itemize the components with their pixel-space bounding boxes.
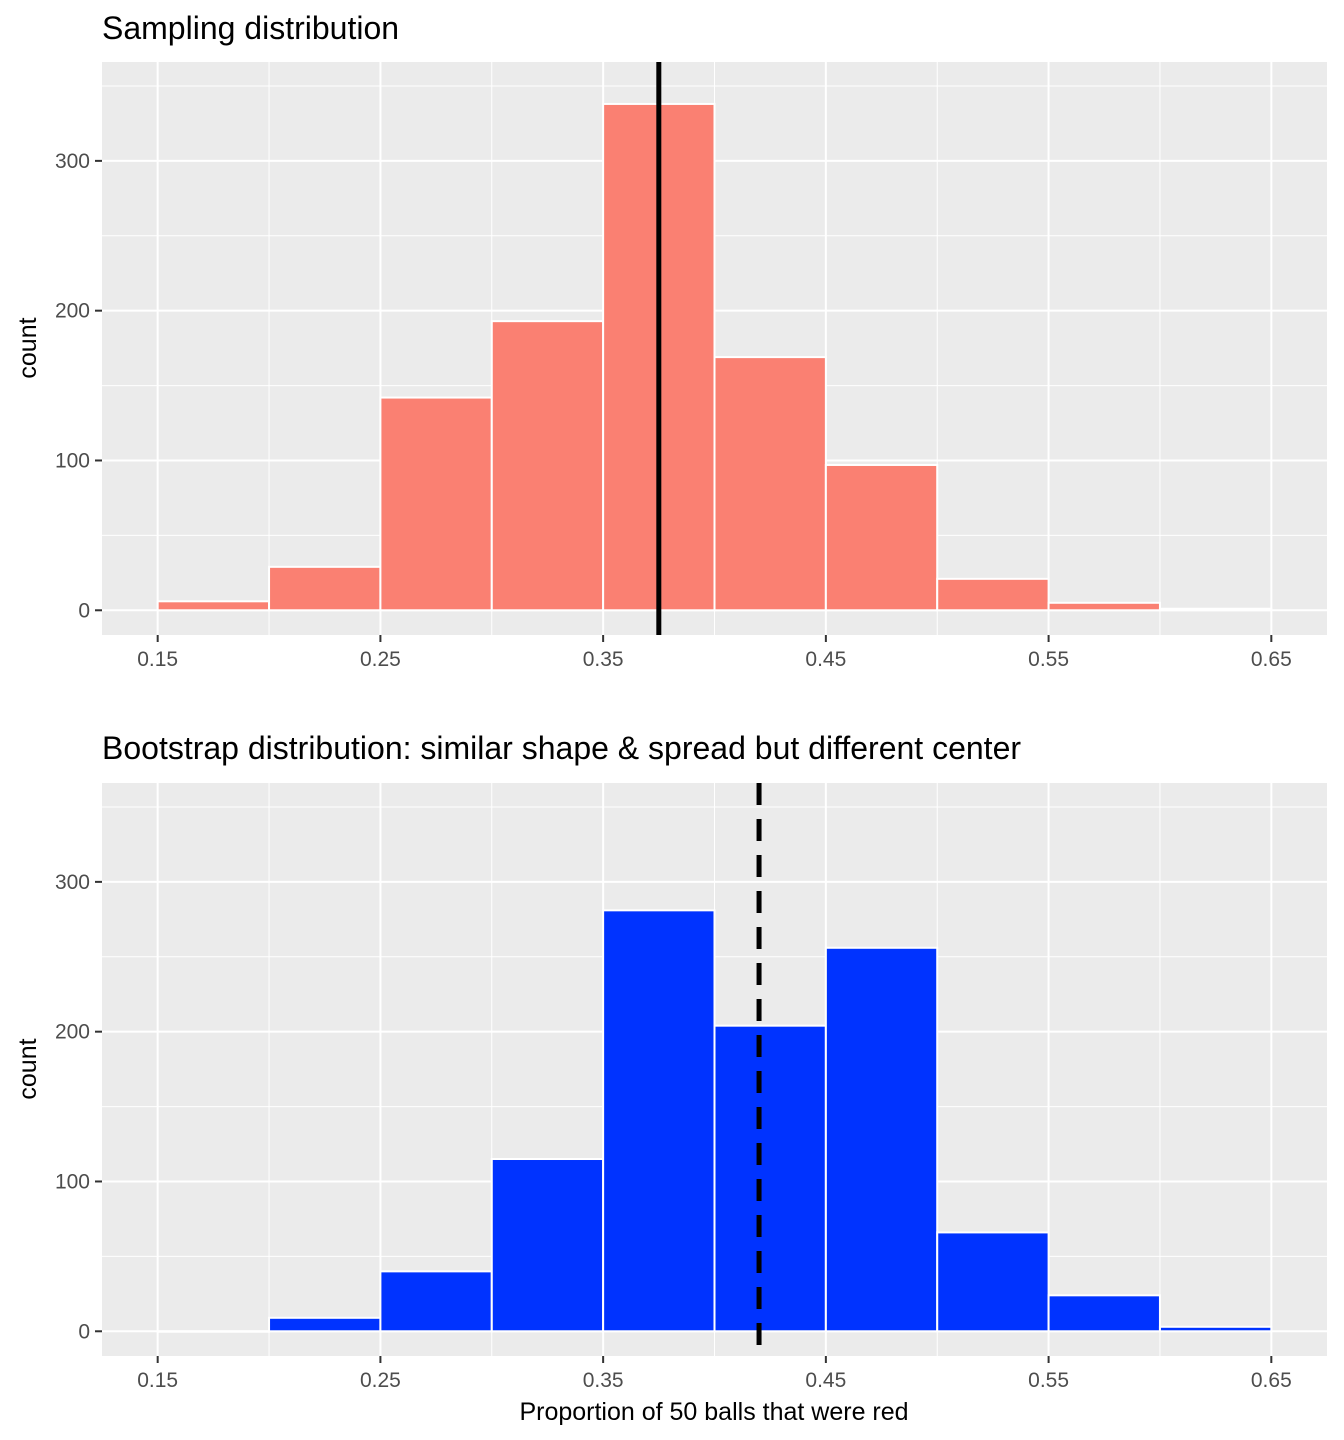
x-tick-label: 0.25 [360,648,401,671]
histogram-bar [156,600,271,612]
histogram-bar [1158,1325,1273,1333]
x-axis-ticks: 0.15 0.25 0.35 0.45 0.55 0.65 [137,1356,1292,1392]
x-tick-label: 0.35 [583,1369,624,1392]
y-tick-label: 200 [55,300,90,323]
sampling-distribution-panel: Sampling distribution 0.15 0.25 0.35 0.45 0.… [14,10,1327,671]
histogram-bar [490,320,605,612]
histogram-bar [602,909,716,1333]
y-axis-title: count [14,1038,42,1099]
y-axis-ticks: 0 100 200 300 [55,871,102,1343]
y-tick-label: 0 [78,599,90,622]
histogram-bar [490,1158,605,1333]
y-axis-ticks: 0 100 200 300 [55,150,102,622]
chart-title: Sampling distribution [102,10,399,46]
x-tick-label: 0.65 [1251,648,1292,671]
x-tick-label: 0.15 [137,1369,178,1392]
histogram-bar [379,1270,493,1333]
y-tick-label: 300 [55,150,90,173]
histogram-bar [713,1024,827,1333]
histogram-bar [713,356,827,612]
bootstrap-distribution-panel: Bootstrap distribution: similar shape & … [14,730,1327,1426]
x-axis-ticks: 0.15 0.25 0.35 0.45 0.55 0.65 [137,635,1292,671]
chart-title: Bootstrap distribution: similar shape & … [102,730,1021,766]
histogram-bar [936,577,1050,612]
y-tick-label: 100 [55,1170,90,1193]
x-tick-label: 0.35 [583,648,624,671]
histogram-bar [1047,601,1161,612]
x-axis-title: Proportion of 50 balls that were red [519,1398,908,1426]
histogram-bar [936,1231,1050,1333]
histogram-bar [268,1316,382,1333]
y-tick-label: 200 [55,1021,90,1044]
x-tick-label: 0.25 [360,1369,401,1392]
x-tick-label: 0.45 [805,648,846,671]
histogram-bars [156,909,1273,1333]
x-tick-label: 0.65 [1251,1369,1292,1392]
histogram-bar [379,396,493,612]
y-tick-label: 300 [55,871,90,894]
x-tick-label: 0.55 [1028,648,1069,671]
y-tick-label: 0 [78,1320,90,1343]
x-tick-label: 0.55 [1028,1369,1069,1392]
y-tick-label: 100 [55,449,90,472]
histogram-bar [1158,607,1273,612]
histogram-bar [824,946,939,1333]
histogram-bar [1047,1294,1161,1333]
histogram-bar [824,463,939,612]
histogram-bar [268,565,382,612]
x-tick-label: 0.15 [137,648,178,671]
histogram-bar [156,1330,271,1333]
y-axis-title: count [14,317,42,378]
x-tick-label: 0.45 [805,1369,846,1392]
